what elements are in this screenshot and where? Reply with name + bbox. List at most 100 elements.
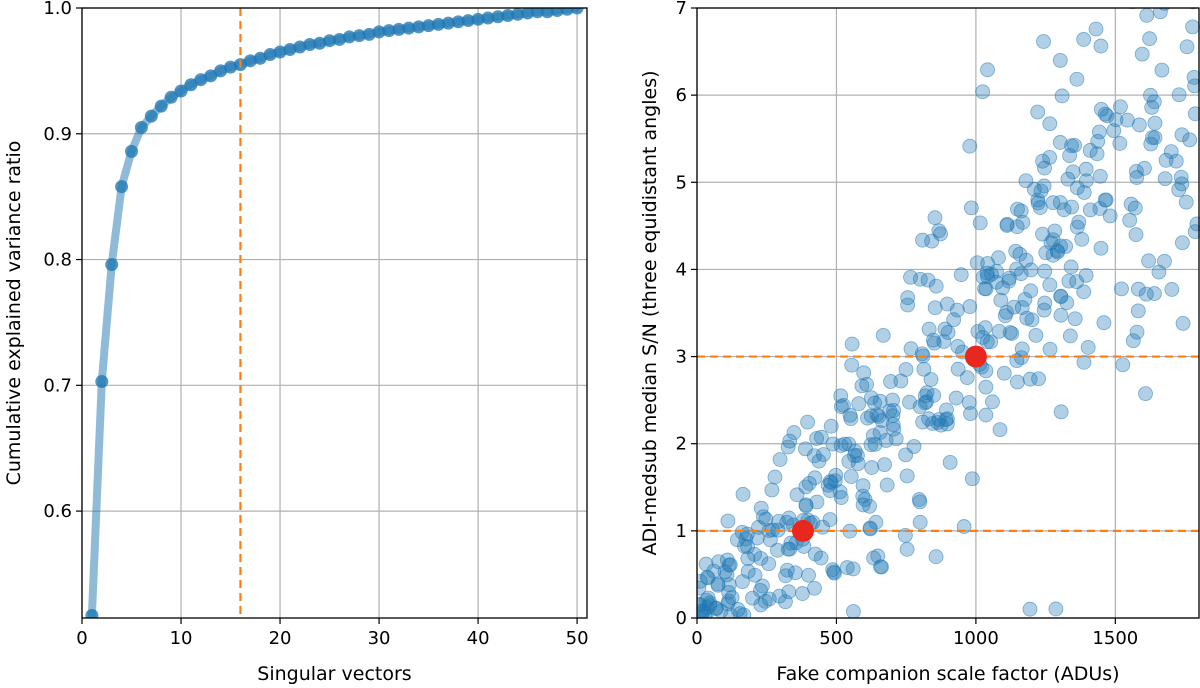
highlighted-point — [791, 519, 814, 542]
scatter-point — [915, 414, 931, 430]
scatter-point — [978, 379, 994, 395]
scatter-point — [807, 470, 823, 486]
scatter-point — [770, 542, 785, 558]
scatter-point — [1114, 281, 1129, 297]
scatter-point — [856, 365, 872, 381]
scatter-point — [699, 592, 714, 608]
scatter-point — [772, 452, 788, 467]
scatter-point — [863, 390, 879, 406]
scatter-point — [1022, 601, 1038, 617]
right-x-axis-label: Fake companion scale factor (ADUs) — [776, 663, 1119, 685]
data-point — [392, 22, 406, 36]
data-point — [125, 144, 139, 158]
scatter-point — [1093, 38, 1109, 54]
scatter-point — [899, 541, 915, 557]
scatter-point — [1009, 219, 1025, 235]
y-tick-label: 3 — [676, 347, 687, 368]
scatter-point — [975, 84, 991, 100]
scatter-point — [1173, 169, 1189, 185]
scatter-point — [1012, 246, 1028, 262]
scatter-point — [833, 399, 849, 415]
scatter-point — [823, 418, 839, 434]
series-line — [87, 8, 582, 618]
x-tick-label: 20 — [269, 628, 292, 649]
scatter-point — [807, 546, 823, 562]
scatter-point — [903, 341, 919, 357]
scatter-point — [933, 226, 948, 242]
scatter-point — [855, 497, 871, 513]
right-axes-frame — [696, 7, 1200, 619]
scatter-point — [886, 421, 902, 437]
scatter-point — [939, 296, 955, 312]
scatter-point — [1071, 214, 1087, 230]
scatter-point — [722, 557, 738, 573]
scatter-point — [1010, 374, 1025, 390]
data-point — [273, 45, 287, 59]
scatter-point — [801, 476, 817, 491]
scatter-point — [735, 486, 751, 502]
scatter-point — [1061, 273, 1077, 289]
data-point — [362, 27, 376, 41]
scatter-point — [747, 547, 762, 562]
scatter-point — [780, 439, 796, 455]
scatter-point — [827, 565, 842, 581]
scatter-point — [972, 215, 988, 231]
scatter-point — [1045, 232, 1061, 248]
scatter-point — [864, 460, 880, 475]
scatter-point — [970, 324, 986, 339]
scatter-point — [786, 425, 802, 440]
data-point — [451, 15, 465, 29]
left-y-axis-label: Cumulative explained variance ratio — [3, 141, 25, 486]
y-tick-label: 5 — [676, 172, 687, 193]
scatter-point — [1123, 196, 1139, 212]
data-point — [174, 84, 188, 98]
scatter-point — [1018, 252, 1034, 268]
scatter-point — [912, 514, 928, 530]
scatter-point — [872, 393, 888, 409]
scatter-point — [1031, 371, 1046, 387]
scatter-point — [1078, 267, 1094, 283]
scatter-point — [1139, 8, 1155, 23]
data-point — [253, 51, 267, 65]
data-point — [214, 64, 228, 78]
data-point — [263, 48, 277, 62]
data-point — [570, 8, 584, 15]
scatter-point — [1008, 243, 1024, 259]
scatter-point — [839, 560, 855, 575]
scatter-point — [833, 388, 849, 404]
x-tick-label: 0 — [691, 628, 702, 649]
data-point — [412, 20, 426, 34]
scatter-point — [809, 431, 825, 446]
data-point — [95, 375, 109, 389]
right-plot-area — [697, 8, 1200, 618]
scatter-point — [898, 362, 914, 377]
scatter-point — [767, 469, 783, 485]
scatter-point — [1178, 194, 1194, 210]
data-point — [431, 17, 445, 31]
scatter-point — [1115, 357, 1131, 373]
left-x-axis-label: Singular vectors — [257, 663, 411, 685]
scatter-point — [920, 272, 936, 288]
scatter-point — [1019, 310, 1035, 326]
data-point — [164, 90, 178, 104]
scatter-point — [855, 488, 871, 504]
scatter-point — [1036, 178, 1052, 194]
scatter-point — [863, 437, 879, 453]
scatter-point — [925, 332, 941, 348]
data-point — [521, 8, 535, 20]
scatter-point — [1074, 231, 1090, 247]
scatter-point — [761, 556, 777, 572]
scatter-point — [854, 378, 870, 394]
scatter-point — [789, 487, 805, 503]
scatter-point — [1014, 341, 1030, 357]
data-point — [105, 258, 119, 272]
scatter-point — [1028, 327, 1044, 343]
scatter-point — [1108, 112, 1124, 128]
scatter-point — [753, 582, 768, 598]
scatter-point — [771, 588, 787, 604]
x-tick-label: 500 — [819, 628, 853, 649]
scatter-point — [1069, 71, 1085, 87]
scatter-point — [874, 413, 890, 428]
data-point — [540, 8, 554, 19]
